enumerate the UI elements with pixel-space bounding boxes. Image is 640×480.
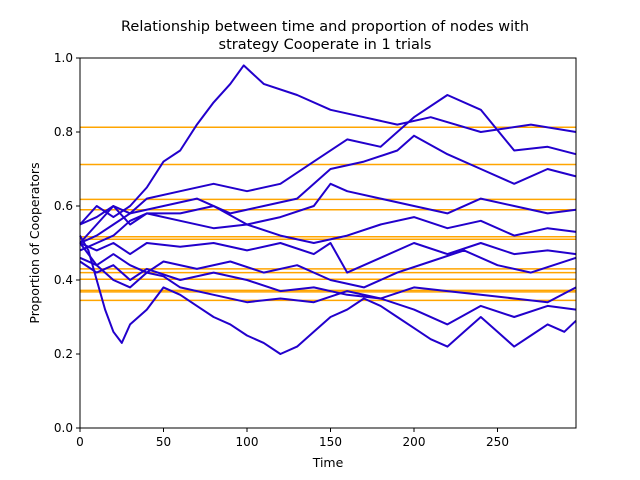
y-tick-label: 0.6 xyxy=(54,199,73,213)
series-line xyxy=(79,64,577,226)
x-tick-label: 100 xyxy=(236,435,259,449)
x-tick-label: 250 xyxy=(486,435,509,449)
series-lines xyxy=(79,64,577,355)
x-tick-label: 50 xyxy=(156,435,171,449)
chart-title-line-2: strategy Cooperate in 1 trials xyxy=(219,37,432,53)
y-tick-label: 0.4 xyxy=(54,273,73,287)
series-line xyxy=(79,134,577,244)
series-line xyxy=(79,242,577,326)
series-line xyxy=(79,182,577,226)
series-line xyxy=(79,212,577,252)
series-line xyxy=(79,242,577,274)
series-line xyxy=(79,235,577,355)
x-tick-label: 150 xyxy=(319,435,342,449)
y-tick-label: 1.0 xyxy=(54,51,73,65)
y-axis-label: Proportion of Cooperators xyxy=(27,162,42,323)
y-tick-label: 0.2 xyxy=(54,347,73,361)
x-tick-label: 0 xyxy=(76,435,84,449)
x-axis-ticks: 0 50 100 150 200 250 xyxy=(76,428,509,449)
series-line xyxy=(79,249,577,289)
y-axis-ticks: 0.0 0.2 0.4 0.6 0.8 1.0 xyxy=(54,51,80,435)
x-axis-label: Time xyxy=(312,455,344,470)
y-tick-label: 0.8 xyxy=(54,125,73,139)
x-tick-label: 200 xyxy=(403,435,426,449)
series-line xyxy=(79,94,577,244)
y-tick-label: 0.0 xyxy=(54,421,73,435)
plot-frame xyxy=(79,57,577,429)
series-line xyxy=(79,260,577,304)
chart-title-line-1: Relationship between time and proportion… xyxy=(121,19,529,35)
